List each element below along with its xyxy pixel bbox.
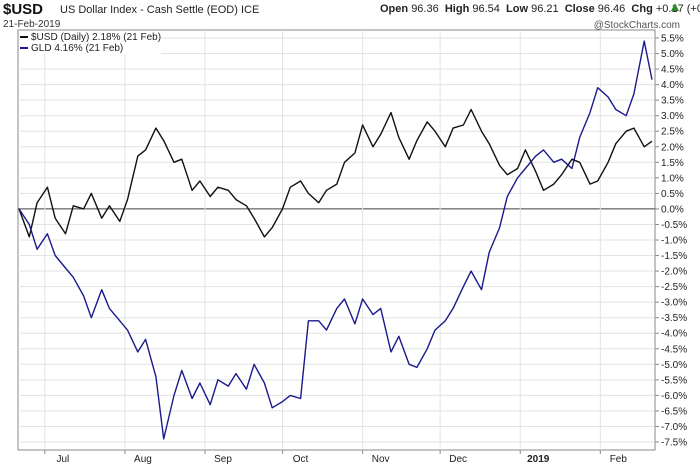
y-tick-label: 0.0% bbox=[661, 204, 684, 215]
close-value: 96.46 bbox=[597, 3, 626, 15]
y-tick-label: 1.5% bbox=[661, 158, 684, 169]
close-label: Close bbox=[564, 3, 595, 15]
x-tick-label: Oct bbox=[293, 454, 309, 465]
y-tick-label: -3.0% bbox=[661, 298, 687, 309]
x-tick-label: 2019 bbox=[527, 454, 550, 465]
low-value: 96.21 bbox=[531, 3, 559, 15]
chg-label: Chg bbox=[631, 3, 653, 15]
high-label: High bbox=[444, 3, 470, 15]
y-tick-label: 5.0% bbox=[661, 49, 684, 60]
y-tick-label: -3.5% bbox=[661, 313, 687, 324]
y-tick-label: 4.0% bbox=[661, 80, 684, 91]
y-axis: 5.5% 5.0% 4.5% 4.0% 3.5% 3.0% 2.5% 2.0% 1.5% 1.0%… bbox=[655, 34, 687, 449]
y-tick-label: -7.0% bbox=[661, 422, 687, 433]
low-label: Low bbox=[506, 3, 529, 15]
x-tick-label: Aug bbox=[134, 454, 152, 465]
exchange-label: ICE bbox=[240, 4, 260, 16]
y-tick-label: -2.5% bbox=[661, 282, 687, 293]
series-lines bbox=[18, 40, 653, 440]
y-tick-label: 0.5% bbox=[661, 189, 684, 200]
y-tick-label: 5.5% bbox=[661, 34, 684, 45]
y-tick-label: -5.0% bbox=[661, 360, 687, 371]
y-tick-label: -1.0% bbox=[661, 236, 687, 247]
y-tick-label: -1.5% bbox=[661, 251, 687, 262]
legend-item-gld[interactable]: GLD 4.16% (21 Feb) bbox=[20, 43, 161, 54]
y-tick-label: -0.5% bbox=[661, 220, 687, 231]
y-tick-label: 3.0% bbox=[661, 111, 684, 122]
y-tick-label: 1.0% bbox=[661, 173, 684, 184]
y-tick-label: -4.0% bbox=[661, 329, 687, 340]
y-tick-label: -2.0% bbox=[661, 267, 687, 278]
series-line-usd bbox=[18, 108, 653, 238]
quote-summary: Open 96.36 High 96.54 Low 96.21 Close 96… bbox=[380, 3, 700, 15]
stockcharts-credit: @StockCharts.com bbox=[593, 20, 680, 31]
series-line-gld bbox=[18, 40, 653, 440]
chart-legend: $USD (Daily) 2.18% (21 Feb) GLD 4.16% (2… bbox=[20, 32, 162, 54]
description-text: US Dollar Index - Cash Settle (EOD) bbox=[60, 4, 238, 16]
y-tick-label: 4.5% bbox=[661, 65, 684, 76]
triangle-up-icon[interactable] bbox=[670, 2, 680, 12]
y-tick-label: -7.5% bbox=[661, 438, 687, 449]
open-label: Open bbox=[380, 3, 409, 15]
legend-label-usd: $USD (Daily) 2.18% (21 Feb) bbox=[31, 32, 162, 43]
x-tick-label: Nov bbox=[372, 454, 390, 465]
y-tick-label: -6.5% bbox=[661, 406, 687, 417]
legend-swatch-usd bbox=[20, 36, 28, 39]
y-tick-label: -4.5% bbox=[661, 344, 687, 355]
legend-item-usd[interactable]: $USD (Daily) 2.18% (21 Feb) bbox=[20, 32, 161, 43]
y-tick-label: 3.5% bbox=[661, 96, 684, 107]
legend-label-gld: GLD 4.16% (21 Feb) bbox=[31, 43, 124, 54]
symbol-description: US Dollar Index - Cash Settle (EOD) ICE bbox=[60, 4, 259, 16]
x-tick-label: Jul bbox=[56, 454, 69, 465]
open-value: 96.36 bbox=[411, 3, 439, 15]
y-tick-label: -6.0% bbox=[661, 391, 687, 402]
x-axis: Jul Aug Sep Oct Nov Dec 2019 Feb bbox=[44, 450, 628, 465]
symbol-title: $USD bbox=[3, 1, 44, 18]
x-tick-label: Dec bbox=[449, 454, 467, 465]
x-tick-label: Sep bbox=[214, 454, 232, 465]
y-tick-label: -5.5% bbox=[661, 375, 687, 386]
high-value: 96.54 bbox=[472, 3, 500, 15]
y-tick-label: 2.0% bbox=[661, 142, 684, 153]
quote-date: 21-Feb-2019 bbox=[3, 19, 61, 30]
chart-header: $USD US Dollar Index - Cash Settle (EOD)… bbox=[0, 0, 700, 31]
y-tick-label: 2.5% bbox=[661, 127, 684, 138]
x-tick-label: Feb bbox=[610, 454, 628, 465]
legend-swatch-gld bbox=[20, 47, 28, 50]
